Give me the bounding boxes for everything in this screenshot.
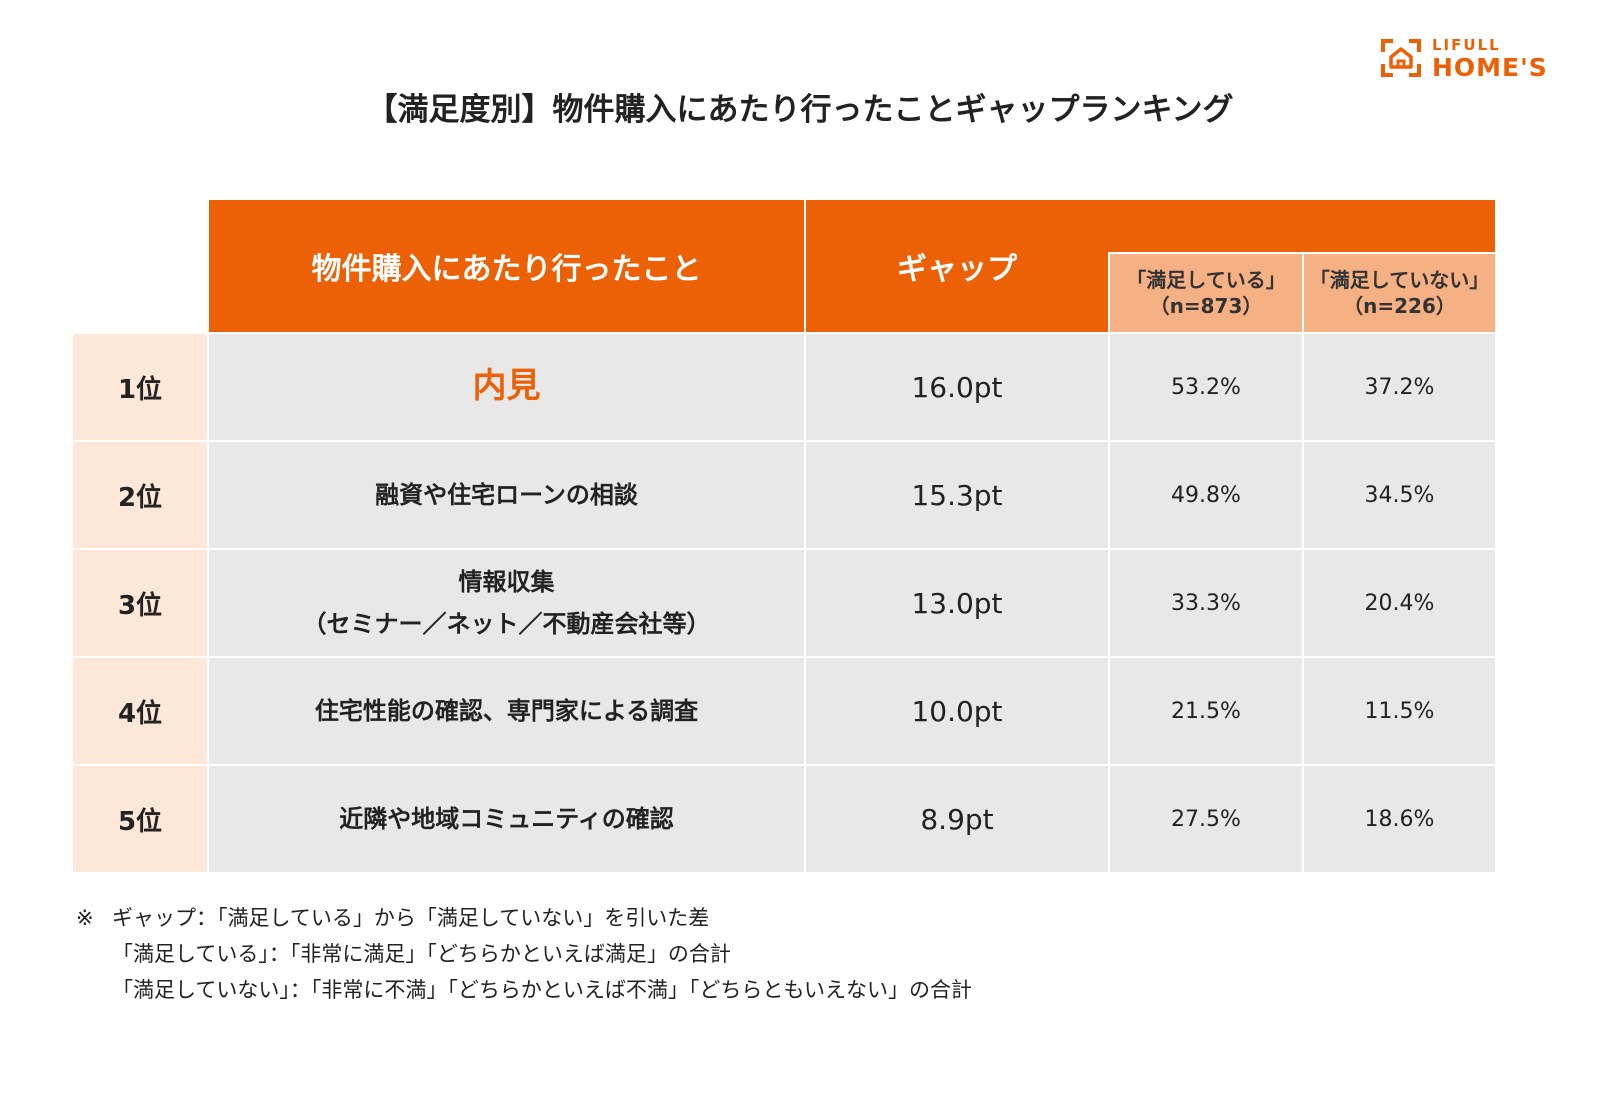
header-gap: ギャップ	[806, 200, 1108, 332]
satisfied-cell: 33.3%	[1110, 550, 1302, 656]
unsatisfied-cell: 20.4%	[1304, 550, 1495, 656]
gap-value: 13.0pt	[911, 586, 1003, 620]
rank-cell: 4位	[73, 658, 207, 764]
satisfied-cell: 49.8%	[1110, 442, 1302, 548]
header-gap-label: ギャップ	[897, 252, 1017, 287]
item-cell: 内見	[209, 334, 804, 440]
rank-label: 4位	[117, 698, 163, 729]
gap-value: 8.9pt	[920, 802, 994, 836]
gap-value: 10.0pt	[911, 694, 1003, 728]
gap-cell: 8.9pt	[806, 766, 1108, 872]
header-unsatisfied-label: 「満足していない」	[1309, 268, 1490, 292]
gap-cell: 10.0pt	[806, 658, 1108, 764]
rank-cell: 5位	[73, 766, 207, 872]
rank-cell: 3位	[73, 550, 207, 656]
satisfied-cell: 21.5%	[1110, 658, 1302, 764]
unsatisfied-cell: 34.5%	[1304, 442, 1495, 548]
satisfied-cell: 53.2%	[1110, 334, 1302, 440]
item-label: 内見	[472, 366, 541, 407]
header-gap-band	[1108, 200, 1495, 252]
rank-label: 3位	[117, 590, 163, 621]
footnote-mark: ※	[76, 906, 94, 930]
gap-value: 16.0pt	[911, 370, 1003, 404]
unsatisfied-value: 18.6%	[1364, 806, 1435, 832]
rank-cell: 1位	[73, 334, 207, 440]
item-label: 情報収集	[458, 568, 555, 596]
unsatisfied-cell: 37.2%	[1304, 334, 1495, 440]
chart-title: 【満足度別】物件購入にあたり行ったことギャップランキング	[366, 92, 1234, 128]
house-icon	[1381, 39, 1421, 77]
footnote-line: ※ ギャップ：「満足している」から「満足していない」を引いた差	[76, 900, 972, 936]
item-cell: 融資や住宅ローンの相談	[209, 442, 804, 548]
header-item: 物件購入にあたり行ったこと	[209, 200, 804, 332]
rank-label: 2位	[117, 482, 163, 513]
satisfied-value: 33.3%	[1171, 590, 1241, 616]
footnote-text: 「満足している」：「非常に満足」「どちらかといえば満足」の合計	[112, 942, 731, 966]
satisfied-value: 49.8%	[1171, 482, 1241, 508]
item-label: 住宅性能の確認、専門家による調査	[314, 697, 699, 725]
logo-text-top: LIFULL	[1432, 36, 1501, 54]
footnote-text: ギャップ：「満足している」から「満足していない」を引いた差	[112, 906, 710, 930]
lifull-homes-logo: LIFULL HOME'S	[1380, 36, 1570, 86]
header-satisfied: 「満足している」 （n=873）	[1110, 254, 1302, 332]
satisfied-value: 21.5%	[1171, 698, 1241, 724]
unsatisfied-value: 11.5%	[1364, 698, 1435, 724]
header-unsatisfied-n: （n=226）	[1343, 294, 1456, 318]
header-satisfied-n: （n=873）	[1149, 294, 1263, 318]
footnote-line: 「満足している」：「非常に満足」「どちらかといえば満足」の合計	[76, 936, 972, 972]
gap-cell: 16.0pt	[806, 334, 1108, 440]
item-cell: 住宅性能の確認、専門家による調査	[209, 658, 804, 764]
unsatisfied-cell: 18.6%	[1304, 766, 1495, 872]
footnote-line: 「満足していない」：「非常に不満」「どちらかといえば不満」「どちらともいえない」…	[76, 972, 972, 1008]
header-item-label: 物件購入にあたり行ったこと	[311, 252, 702, 287]
item-sublabel: （セミナー／ネット／不動産会社等）	[302, 610, 711, 638]
unsatisfied-value: 34.5%	[1364, 482, 1435, 508]
rank-label: 5位	[117, 806, 163, 837]
satisfied-value: 27.5%	[1171, 806, 1241, 832]
rank-cell: 2位	[73, 442, 207, 548]
gap-cell: 15.3pt	[806, 442, 1108, 548]
header-unsatisfied: 「満足していない」 （n=226）	[1304, 254, 1495, 332]
rank-label: 1位	[117, 374, 163, 405]
satisfied-value: 53.2%	[1171, 374, 1241, 400]
unsatisfied-value: 20.4%	[1364, 590, 1435, 616]
unsatisfied-cell: 11.5%	[1304, 658, 1495, 764]
logo-text-bottom: HOME'S	[1432, 53, 1548, 82]
header-satisfied-label: 「満足している」	[1126, 268, 1286, 292]
satisfied-cell: 27.5%	[1110, 766, 1302, 872]
gap-cell: 13.0pt	[806, 550, 1108, 656]
footnote-text: 「満足していない」：「非常に不満」「どちらかといえば不満」「どちらともいえない」…	[112, 978, 972, 1002]
item-cell: 情報収集 （セミナー／ネット／不動産会社等）	[209, 550, 804, 656]
footnotes: ※ ギャップ：「満足している」から「満足していない」を引いた差 「満足している」：…	[76, 900, 972, 1008]
item-cell: 近隣や地域コミュニティの確認	[209, 766, 804, 872]
item-label: 近隣や地域コミュニティの確認	[339, 805, 674, 833]
unsatisfied-value: 37.2%	[1364, 374, 1435, 400]
gap-value: 15.3pt	[911, 478, 1003, 512]
item-label: 融資や住宅ローンの相談	[375, 481, 638, 509]
